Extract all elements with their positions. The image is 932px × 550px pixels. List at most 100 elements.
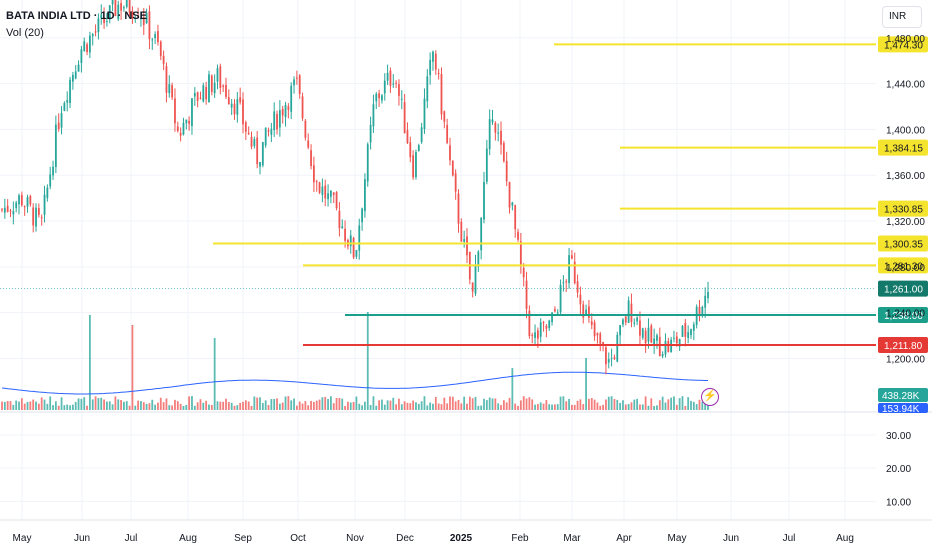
volume-bar bbox=[86, 405, 88, 410]
candle-body bbox=[406, 130, 409, 144]
volume-bar bbox=[80, 398, 83, 410]
candle-body bbox=[196, 92, 199, 101]
volume-bar bbox=[389, 400, 392, 410]
candle-body bbox=[381, 95, 383, 101]
lightning-bolt-icon[interactable]: ⚡ bbox=[701, 388, 719, 406]
candle-body bbox=[301, 96, 304, 119]
volume-bar bbox=[18, 401, 20, 410]
candle-body bbox=[270, 128, 273, 135]
candle-body bbox=[630, 303, 633, 322]
volume-bar bbox=[60, 397, 63, 410]
price-axis-label: 1,360.00 bbox=[886, 171, 925, 182]
candle-body bbox=[355, 249, 358, 257]
candle-body bbox=[295, 77, 298, 79]
candle-body bbox=[440, 74, 443, 115]
candle-body bbox=[40, 217, 43, 219]
volume-bar bbox=[140, 401, 142, 410]
candle-body bbox=[451, 160, 454, 176]
candle-body bbox=[641, 328, 644, 338]
candle-body bbox=[398, 84, 400, 96]
time-axis-label: May bbox=[668, 533, 687, 544]
currency-selector[interactable]: INR bbox=[882, 6, 922, 28]
volume-bar bbox=[502, 400, 505, 410]
volume-bar bbox=[624, 404, 627, 410]
volume-bar bbox=[707, 402, 709, 410]
volume-bar bbox=[579, 399, 582, 410]
volume-bar bbox=[162, 402, 165, 410]
level-price-tag bbox=[878, 257, 928, 274]
volume-bar bbox=[542, 403, 545, 410]
volume-bar bbox=[545, 400, 548, 410]
candle-body bbox=[35, 207, 37, 227]
price-axis-label: 1,320.00 bbox=[886, 217, 925, 228]
volume-bar bbox=[364, 401, 366, 410]
candle-body bbox=[276, 114, 278, 130]
candle-body bbox=[315, 181, 318, 183]
volume-bar bbox=[505, 402, 508, 410]
candle-body bbox=[32, 207, 35, 226]
candle-body bbox=[23, 206, 26, 208]
candle-body bbox=[273, 111, 276, 131]
volume-bar bbox=[168, 405, 171, 410]
candle-body bbox=[514, 205, 517, 230]
volume-bar bbox=[145, 403, 148, 410]
candle-body bbox=[338, 210, 341, 229]
volume-bar bbox=[137, 400, 139, 410]
candle-body bbox=[596, 333, 599, 336]
candle-body bbox=[505, 160, 508, 182]
volume-bar bbox=[565, 401, 568, 410]
candle-body bbox=[548, 320, 551, 329]
candle-body bbox=[111, 0, 114, 5]
volume-bar bbox=[483, 398, 485, 410]
candle-body bbox=[199, 97, 202, 99]
candle-body bbox=[216, 68, 219, 82]
candle-body bbox=[128, 0, 131, 13]
volume-bar bbox=[1, 401, 3, 410]
candle-body bbox=[329, 190, 332, 197]
candle-body bbox=[684, 322, 687, 337]
candle-body bbox=[171, 85, 174, 98]
volume-bar bbox=[571, 404, 573, 410]
volume-bar bbox=[6, 401, 9, 410]
candle-body bbox=[687, 332, 690, 339]
volume-bar bbox=[468, 396, 471, 410]
volume-bar bbox=[534, 404, 536, 410]
volume-bar bbox=[338, 397, 341, 410]
candle-body bbox=[18, 195, 20, 205]
volume-bar bbox=[429, 402, 432, 410]
volume-bar bbox=[94, 396, 97, 410]
candle-body bbox=[460, 221, 463, 242]
volume-bar bbox=[653, 405, 656, 410]
candle-body bbox=[287, 106, 290, 110]
candle-body bbox=[267, 130, 270, 132]
volume-bar bbox=[253, 396, 256, 410]
volume-bar bbox=[247, 401, 250, 410]
volume-bar bbox=[593, 399, 596, 410]
volume-bar bbox=[358, 403, 361, 410]
candle-body bbox=[242, 99, 244, 125]
candle-body bbox=[125, 0, 128, 7]
candle-body bbox=[106, 21, 108, 23]
volume-bar bbox=[349, 402, 352, 410]
volume-bar bbox=[273, 398, 276, 410]
volume-bar bbox=[100, 397, 103, 410]
candle-body bbox=[151, 39, 154, 41]
candle-body bbox=[531, 335, 534, 337]
volume-bar bbox=[310, 400, 312, 410]
volume-bar bbox=[287, 396, 290, 410]
candle-body bbox=[664, 340, 667, 355]
volume-bar bbox=[222, 401, 225, 410]
volume-bar bbox=[332, 403, 335, 410]
candle-body bbox=[37, 208, 40, 215]
volume-bar bbox=[372, 396, 375, 410]
volume-bar bbox=[154, 404, 157, 410]
volume-bar bbox=[125, 401, 128, 410]
volume-bar bbox=[641, 404, 644, 410]
candle-body bbox=[60, 113, 63, 128]
volume-bar bbox=[293, 398, 295, 410]
volume-bar bbox=[548, 404, 551, 410]
candle-body bbox=[179, 132, 182, 136]
volume-bar bbox=[701, 401, 704, 410]
candle-body bbox=[318, 182, 321, 193]
